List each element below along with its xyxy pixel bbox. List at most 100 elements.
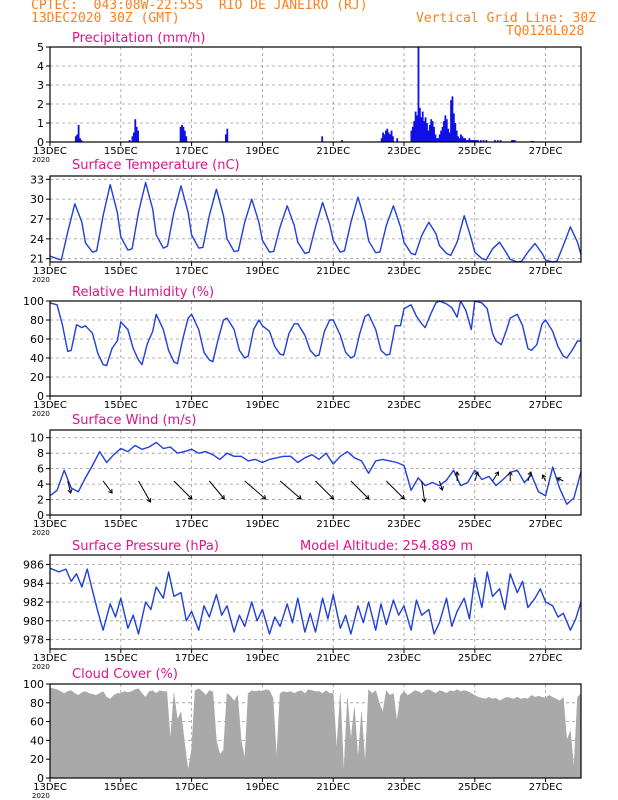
header-station: CPTEC: 043:08W-22:55S RIO DE JANEIRO (RJ…	[31, 0, 368, 13]
wind-vector-head	[108, 488, 113, 494]
precip-bar	[132, 132, 135, 142]
precip-bar	[423, 121, 426, 142]
precip-bar	[390, 130, 393, 142]
x-tick-label: 27DEC	[529, 782, 563, 793]
wind-vector-head	[527, 471, 533, 477]
precip-bar	[424, 117, 427, 142]
wind-vector-head	[400, 494, 405, 500]
precip-bar	[443, 121, 445, 142]
precip-bar	[464, 138, 467, 142]
wind-vector	[315, 480, 334, 500]
y-tick-label: 20	[30, 371, 44, 384]
precip-bar	[441, 126, 444, 142]
precip-bar	[440, 130, 443, 142]
wind-line	[49, 441, 582, 505]
precip-bar	[452, 113, 455, 142]
wind-vector-head	[438, 485, 444, 491]
precip-bar	[460, 134, 462, 142]
y-tick-label: 0	[37, 509, 44, 522]
wind-vector-head	[67, 489, 73, 494]
x-tick-label: 25DEC	[458, 782, 492, 793]
wind-vector-head	[364, 494, 370, 500]
precip-bar	[467, 140, 469, 142]
precip-bar	[416, 115, 418, 142]
precip-bar	[183, 130, 186, 142]
x-tick-label: 15DEC	[104, 266, 138, 277]
x-tick-label: 15DEC	[104, 400, 138, 411]
y-tick-label: 27	[30, 213, 44, 226]
wind-vector	[385, 480, 405, 500]
wind-vector-head	[474, 471, 480, 477]
wind-vector-head	[329, 494, 335, 500]
x-tick-label: 15DEC	[104, 519, 138, 530]
precip-panel: 0 1 2 3 4 5 13DEC 15DEC 17DEC 19DEC 21DEC 23DEC 25DE…	[32, 31, 582, 164]
wind-vector-head	[454, 471, 460, 476]
header-model-id: TQ0126L028	[506, 24, 585, 39]
wind-vector-head	[494, 471, 500, 477]
y-tick-label: 986	[23, 558, 44, 571]
wind-vector-head	[261, 495, 267, 500]
precip-bar	[430, 119, 433, 142]
precip-bar	[426, 123, 428, 142]
pres-subtitle: Model Altitude: 254.889 m	[300, 539, 473, 554]
x-tick-label: 13DEC	[33, 146, 67, 157]
y-tick-label: 4	[37, 60, 44, 73]
rh-title: Relative Humidity (%)	[72, 285, 214, 300]
y-tick-label: 20	[30, 753, 44, 766]
precip-bar	[468, 138, 471, 142]
precip-bar	[482, 140, 485, 142]
y-tick-label: 2	[37, 98, 44, 111]
x-tick-label: 21DEC	[316, 653, 350, 664]
wind-vector-head	[421, 498, 427, 503]
precip-bar	[479, 140, 482, 142]
precip-bar	[413, 121, 416, 142]
x-tick-label: 21DEC	[316, 400, 350, 411]
precip-bar	[396, 138, 399, 142]
pres-title: Surface Pressure (hPa)	[72, 539, 219, 554]
precip-bar	[410, 130, 413, 142]
x-tick-label: 19DEC	[246, 266, 280, 277]
precip-bar	[383, 134, 386, 142]
precip-bar	[321, 136, 324, 142]
precip-bar	[457, 136, 460, 142]
precip-bar	[181, 124, 183, 142]
x-tick-label: 17DEC	[175, 146, 209, 157]
x-tick-label: 17DEC	[175, 519, 209, 530]
precip-bar	[420, 117, 423, 142]
y-tick-label: 2	[37, 494, 44, 507]
header-date: 13DEC2020 30Z (GMT)	[31, 11, 180, 26]
precip-bar	[454, 123, 457, 142]
precip-bar	[185, 136, 188, 142]
precip-bar	[128, 140, 131, 142]
precip-bar	[451, 96, 454, 142]
precip-bar	[386, 128, 389, 142]
precip-bar	[448, 132, 451, 142]
wind-title: Surface Wind (m/s)	[72, 413, 196, 428]
x-tick-label: 25DEC	[458, 400, 492, 411]
y-tick-label: 0	[37, 772, 44, 785]
x-tick-label: 21DEC	[316, 782, 350, 793]
precip-bar	[474, 140, 476, 142]
y-tick-label: 980	[23, 615, 44, 628]
x-tick-label: 17DEC	[175, 782, 209, 793]
temp-line	[49, 181, 582, 263]
precip-bar	[182, 126, 185, 142]
x-tick-label: 27DEC	[529, 519, 563, 530]
wind-vector-head	[187, 494, 193, 500]
plot-frame	[49, 300, 582, 397]
precip-bar	[80, 140, 83, 142]
precip-title: Precipitation (mm/h)	[72, 31, 205, 46]
precip-bar	[79, 138, 81, 142]
precip-bar	[455, 130, 458, 142]
wind-vector	[474, 471, 479, 482]
y-tick-label: 4	[37, 478, 44, 491]
precip-bar	[450, 100, 452, 142]
precip-bar	[444, 115, 447, 142]
plot-frame	[49, 46, 582, 143]
x-tick-label: 13DEC	[33, 519, 67, 530]
precip-bar	[76, 134, 79, 142]
cloud-panel: 0 20 40 60 80 100 13DEC 15DEC 17DEC 19DEC 21DEC 23D…	[23, 667, 582, 800]
precip-bar	[445, 119, 448, 142]
x-tick-label: 25DEC	[458, 519, 492, 530]
wind-vector	[102, 480, 113, 494]
